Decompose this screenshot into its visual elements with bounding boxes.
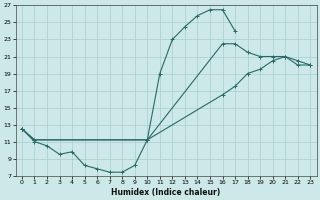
X-axis label: Humidex (Indice chaleur): Humidex (Indice chaleur)	[111, 188, 221, 197]
